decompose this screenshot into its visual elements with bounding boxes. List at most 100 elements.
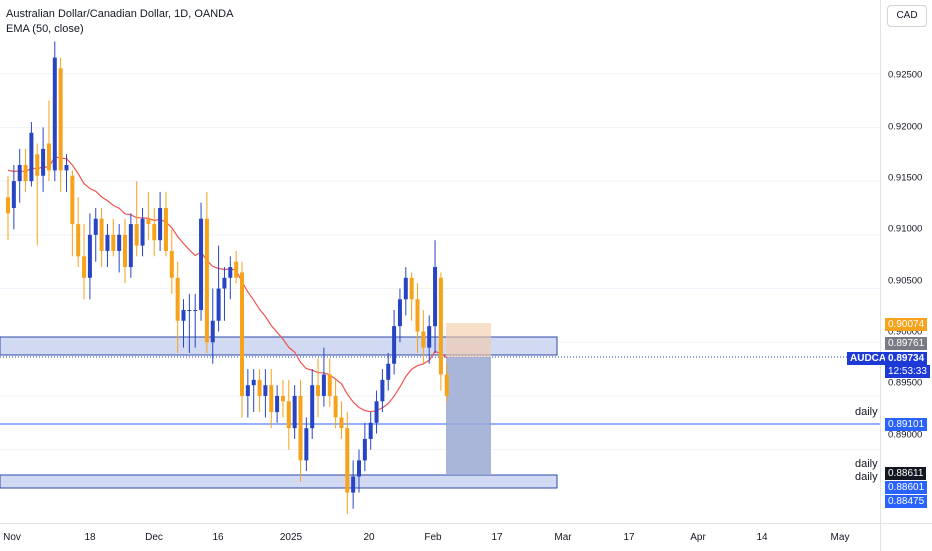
- candle-body: [251, 379, 256, 386]
- currency-button[interactable]: CAD: [887, 5, 927, 27]
- candle-body: [82, 256, 87, 278]
- time-tick: Dec: [145, 532, 163, 543]
- candle-body: [263, 385, 268, 396]
- symbol-badge: AUDCAD: [847, 352, 897, 365]
- zone-label-daily-2: daily: [855, 458, 878, 470]
- price-tick: 0.89500: [888, 377, 923, 389]
- candle-body: [93, 218, 98, 235]
- candle-body: [128, 224, 133, 268]
- time-tick: Apr: [690, 532, 706, 543]
- price-tick: 0.89000: [888, 429, 923, 441]
- candle-body: [409, 277, 414, 300]
- price-tick: 0.91500: [888, 172, 923, 184]
- candle-body: [193, 310, 198, 312]
- candle-body: [17, 165, 22, 182]
- candle-body: [380, 379, 385, 402]
- zone-label-daily-3: daily: [855, 471, 878, 483]
- candle-body: [257, 379, 262, 396]
- time-tick: Mar: [554, 532, 572, 543]
- candle-body: [269, 385, 274, 413]
- time-axis[interactable]: [0, 523, 880, 551]
- candle-body: [304, 428, 309, 461]
- candle-body: [163, 207, 168, 251]
- zone-price-badge: 0.88601: [885, 481, 928, 494]
- chart-area[interactable]: Australian Dollar/Canadian Dollar, 1D, O…: [0, 0, 880, 523]
- candle-body: [368, 422, 373, 439]
- position-target-zone: [446, 357, 491, 475]
- time-tick: 17: [491, 532, 503, 543]
- price-tick: 0.91000: [888, 223, 923, 235]
- candle-body: [152, 224, 157, 241]
- candle-body: [392, 326, 397, 364]
- candle-body: [52, 57, 57, 171]
- chart-title: Australian Dollar/Canadian Dollar, 1D, O…: [6, 8, 234, 20]
- price-axis[interactable]: CAD: [880, 0, 932, 523]
- candle-body: [427, 326, 432, 348]
- candle-body: [444, 374, 449, 396]
- candle-body: [321, 374, 326, 396]
- candle-body: [158, 207, 163, 241]
- candle-body: [386, 363, 391, 380]
- time-tick: May: [830, 532, 850, 543]
- candle-body: [216, 288, 221, 321]
- candle-body: [117, 234, 122, 251]
- time-tick: 16: [212, 532, 224, 543]
- candle-body: [87, 234, 92, 278]
- price-chart[interactable]: [0, 0, 880, 523]
- candle-body: [415, 299, 420, 332]
- candle-body: [298, 395, 303, 461]
- candle-body: [146, 218, 151, 225]
- candle-body: [292, 395, 297, 429]
- candle-body: [99, 218, 104, 251]
- candle-body: [76, 224, 81, 257]
- candle-body: [41, 148, 46, 176]
- axis-corner: [880, 523, 932, 551]
- position-stop-zone: [446, 323, 491, 357]
- candle-body: [140, 218, 145, 246]
- candle-body: [6, 197, 10, 214]
- current-price-badge: 0.89734: [885, 352, 928, 365]
- time-tick: Nov: [3, 532, 21, 543]
- candle-body: [240, 272, 244, 396]
- candle-timer-badge: 12:53:33: [885, 365, 930, 378]
- candle-body: [438, 277, 443, 375]
- candle-body: [374, 401, 379, 423]
- candle-body: [397, 299, 402, 327]
- candle-body: [35, 154, 40, 176]
- candle-body: [327, 374, 332, 396]
- candle-body: [210, 320, 215, 343]
- candle-body: [228, 267, 233, 278]
- zone-label-daily-1: daily: [855, 406, 878, 418]
- candle-body: [58, 68, 63, 171]
- candle-body: [175, 277, 180, 321]
- candles: [6, 41, 449, 515]
- candle-body: [23, 165, 28, 182]
- candle-body: [234, 261, 239, 278]
- time-tick: Feb: [424, 532, 442, 543]
- price-tick: 0.90000: [888, 326, 923, 338]
- candle-body: [123, 234, 127, 268]
- price-tick: 0.90500: [888, 275, 923, 287]
- candle-body: [280, 395, 285, 402]
- price-tick: 0.92000: [888, 121, 923, 133]
- price-badge-top-zone: 0.90074: [885, 318, 928, 331]
- time-tick: 18: [84, 532, 96, 543]
- candle-body: [134, 224, 139, 246]
- candle-body: [333, 395, 338, 418]
- price-tick: 0.92500: [888, 69, 923, 81]
- candle-body: [199, 218, 204, 311]
- candle-body: [310, 385, 315, 429]
- lower-zone: [0, 474, 558, 489]
- candle-body: [169, 250, 174, 278]
- time-tick: 2025: [279, 532, 303, 543]
- candle-body: [421, 331, 426, 348]
- price-badge-zone: 0.89761: [885, 337, 928, 350]
- candle-body: [245, 385, 250, 396]
- candle-body: [187, 310, 192, 312]
- candle-body: [46, 143, 51, 171]
- time-tick: 14: [756, 532, 768, 543]
- indicator-label[interactable]: EMA (50, close): [6, 23, 84, 35]
- candle-body: [181, 310, 186, 321]
- candle-body: [357, 460, 361, 477]
- time-tick: 17: [623, 532, 635, 543]
